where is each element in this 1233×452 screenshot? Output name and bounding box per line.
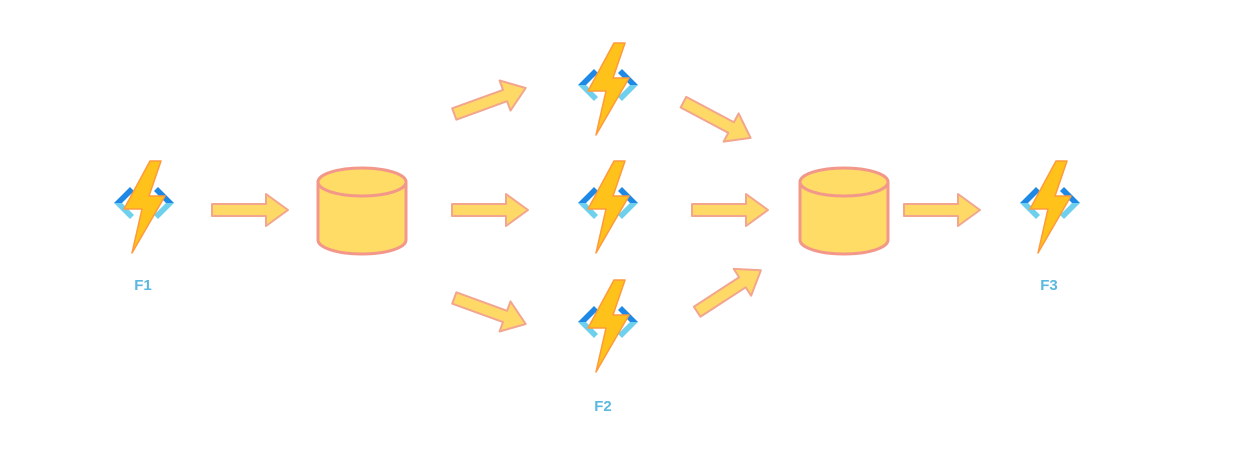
storage-left-icon <box>316 166 408 256</box>
arrow-storage-to-f2-middle-icon <box>451 193 529 227</box>
arrow-storage-to-f2-bottom-icon <box>447 281 533 341</box>
arrow-f1-to-storage-icon <box>211 193 289 227</box>
function-f1-icon <box>113 160 175 254</box>
storage-right-icon <box>798 166 890 256</box>
function-f2-middle-icon <box>577 160 639 254</box>
arrow-f2-middle-to-storage-icon <box>691 193 769 227</box>
label-f3: F3 <box>1040 277 1058 294</box>
function-f2-bottom-icon <box>577 279 639 373</box>
arrow-f2-top-to-storage-icon <box>674 87 760 153</box>
label-f2: F2 <box>594 398 612 415</box>
label-f1: F1 <box>134 277 152 294</box>
function-f3-icon <box>1019 160 1081 254</box>
arrow-storage-to-f2-top-icon <box>447 71 533 131</box>
function-f2-top-icon <box>577 42 639 136</box>
arrow-f2-bottom-to-storage-icon <box>687 255 771 327</box>
arrow-storage-to-f3-icon <box>903 193 981 227</box>
